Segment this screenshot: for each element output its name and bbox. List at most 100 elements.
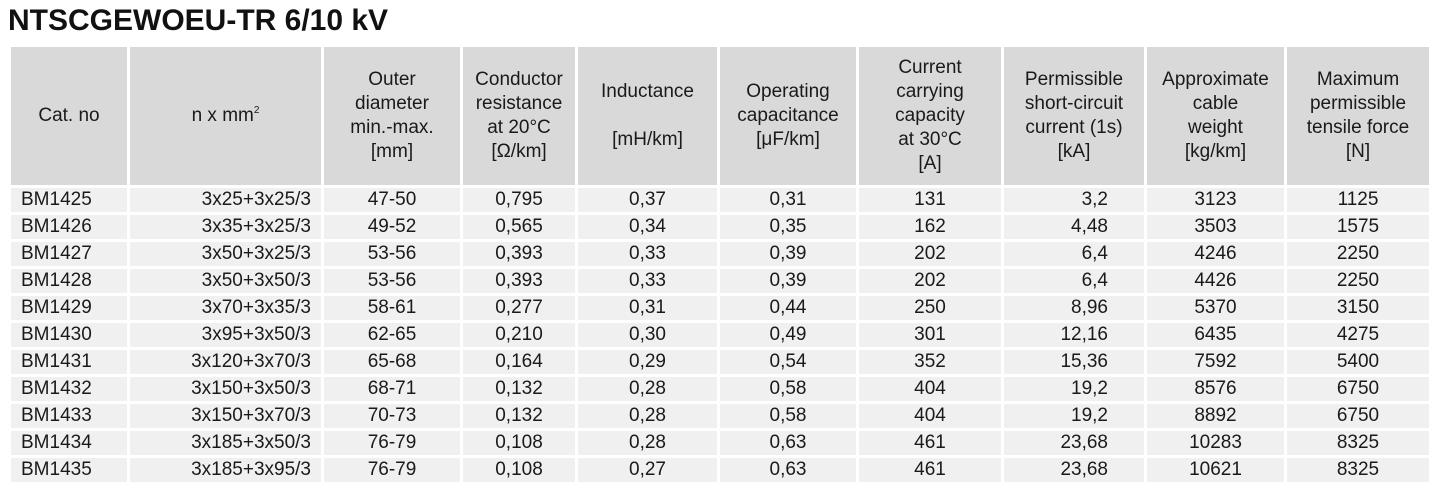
table-row: BM1432 3x150+3x50/3 68-71 0,132 0,28 0,58 404 1… — [11, 377, 1429, 401]
cell-short-circuit-current: 3,2 — [1004, 188, 1144, 212]
cable-spec-table: Cat. no n x mm2 Outer diameter min.-max. [m… — [8, 44, 1432, 485]
cell-current-capacity: 461 — [859, 431, 1001, 455]
cell-cat-no: BM1435 — [11, 458, 127, 482]
cell-conductor-resistance: 0,132 — [463, 377, 575, 401]
header-line: Outer — [368, 69, 416, 90]
table-row: BM1426 3x35+3x25/3 49-52 0,565 0,34 0,35 162 4,… — [11, 215, 1429, 239]
cell-cable-weight: 5370 — [1147, 296, 1284, 320]
header-current-capacity: Current carrying capacity at 30°C [A] — [859, 47, 1001, 185]
cell-tensile-force: 4275 — [1287, 323, 1429, 347]
cell-current-capacity: 352 — [859, 350, 1001, 374]
cell-cross-section: 3x35+3x25/3 — [130, 215, 321, 239]
cell-tensile-force: 2250 — [1287, 269, 1429, 293]
cell-outer-diameter: 70-73 — [324, 404, 460, 428]
cell-tensile-force: 2250 — [1287, 242, 1429, 266]
cell-short-circuit-current: 6,4 — [1004, 242, 1144, 266]
table-row: BM1425 3x25+3x25/3 47-50 0,795 0,37 0,31 131 3,… — [11, 188, 1429, 212]
cell-inductance: 0,28 — [578, 431, 717, 455]
cell-capacitance: 0,39 — [720, 242, 856, 266]
cell-current-capacity: 461 — [859, 458, 1001, 482]
table-row: BM1434 3x185+3x50/3 76-79 0,108 0,28 0,63 461 2… — [11, 431, 1429, 455]
header-outer-diameter: Outer diameter min.-max. [mm] — [324, 47, 460, 185]
header-line — [578, 104, 717, 128]
header-line: Approximate — [1162, 69, 1269, 90]
cell-outer-diameter: 53-56 — [324, 242, 460, 266]
header-line: n x mm2 — [191, 105, 260, 126]
cell-inductance: 0,28 — [578, 377, 717, 401]
cell-short-circuit-current: 12,16 — [1004, 323, 1144, 347]
header-line: short-circuit — [1024, 93, 1124, 114]
table-row: BM1433 3x150+3x70/3 70-73 0,132 0,28 0,58 404 1… — [11, 404, 1429, 428]
cell-tensile-force: 5400 — [1287, 350, 1429, 374]
cell-capacitance: 0,39 — [720, 269, 856, 293]
cell-inductance: 0,28 — [578, 404, 717, 428]
cell-tensile-force: 8325 — [1287, 431, 1429, 455]
header-line: permissible — [1309, 93, 1407, 114]
header-line: weight — [1188, 117, 1243, 138]
table-row: BM1431 3x120+3x70/3 65-68 0,164 0,29 0,54 352 1… — [11, 350, 1429, 374]
header-line: [Ω/km] — [491, 141, 547, 162]
cell-capacitance: 0,35 — [720, 215, 856, 239]
cell-cat-no: BM1429 — [11, 296, 127, 320]
header-line: min.-max. — [350, 117, 434, 138]
cell-cable-weight: 3123 — [1147, 188, 1284, 212]
cell-outer-diameter: 47-50 — [324, 188, 460, 212]
header-cat-no: Cat. no — [11, 47, 127, 185]
cell-current-capacity: 250 — [859, 296, 1001, 320]
cell-capacitance: 0,54 — [720, 350, 856, 374]
header-line: at 30°C — [898, 129, 962, 150]
cell-short-circuit-current: 19,2 — [1004, 377, 1144, 401]
cell-cat-no: BM1431 — [11, 350, 127, 374]
header-line: Maximum — [1316, 69, 1400, 90]
cell-cable-weight: 8892 — [1147, 404, 1284, 428]
header-line: Current — [898, 57, 962, 78]
cell-outer-diameter: 76-79 — [324, 431, 460, 455]
cell-cross-section: 3x185+3x50/3 — [130, 431, 321, 455]
cell-cat-no: BM1427 — [11, 242, 127, 266]
cell-current-capacity: 404 — [859, 377, 1001, 401]
header-operating-capacitance: Operating capacitance [μF/km] — [720, 47, 856, 185]
cell-cable-weight: 4246 — [1147, 242, 1284, 266]
cell-inductance: 0,33 — [578, 269, 717, 293]
cell-current-capacity: 301 — [859, 323, 1001, 347]
cell-conductor-resistance: 0,277 — [463, 296, 575, 320]
cell-tensile-force: 1125 — [1287, 188, 1429, 212]
cell-short-circuit-current: 23,68 — [1004, 458, 1144, 482]
table-row: BM1430 3x95+3x50/3 62-65 0,210 0,30 0,49 301 12… — [11, 323, 1429, 347]
header-line: tensile force — [1306, 117, 1410, 138]
cell-conductor-resistance: 0,393 — [463, 269, 575, 293]
header-line: Conductor — [475, 69, 563, 90]
cell-cat-no: BM1430 — [11, 323, 127, 347]
cell-outer-diameter: 49-52 — [324, 215, 460, 239]
cell-short-circuit-current: 6,4 — [1004, 269, 1144, 293]
cell-cable-weight: 10283 — [1147, 431, 1284, 455]
cell-capacitance: 0,63 — [720, 458, 856, 482]
header-line: at 20°C — [487, 117, 551, 138]
cell-outer-diameter: 68-71 — [324, 377, 460, 401]
cell-tensile-force: 6750 — [1287, 377, 1429, 401]
cell-inductance: 0,30 — [578, 323, 717, 347]
page-title: NTSCGEWOEU-TR 6/10 kV — [8, 4, 389, 37]
header-superscript: 2 — [253, 105, 260, 116]
cell-cross-section: 3x50+3x50/3 — [130, 269, 321, 293]
cell-short-circuit-current: 15,36 — [1004, 350, 1144, 374]
cell-current-capacity: 202 — [859, 242, 1001, 266]
cell-outer-diameter: 53-56 — [324, 269, 460, 293]
cell-cat-no: BM1428 — [11, 269, 127, 293]
cell-short-circuit-current: 23,68 — [1004, 431, 1144, 455]
header-line: [N] — [1345, 141, 1371, 162]
header-line: [kg/km] — [1184, 141, 1247, 162]
cell-cross-section: 3x95+3x50/3 — [130, 323, 321, 347]
cell-inductance: 0,33 — [578, 242, 717, 266]
cell-cat-no: BM1425 — [11, 188, 127, 212]
cell-inductance: 0,37 — [578, 188, 717, 212]
cell-cross-section: 3x120+3x70/3 — [130, 350, 321, 374]
table-row: BM1429 3x70+3x35/3 58-61 0,277 0,31 0,44 250 8,… — [11, 296, 1429, 320]
cell-inductance: 0,29 — [578, 350, 717, 374]
cell-capacitance: 0,58 — [720, 404, 856, 428]
cell-short-circuit-current: 8,96 — [1004, 296, 1144, 320]
header-inductance: Inductance [mH/km] — [578, 47, 717, 185]
table-row: BM1427 3x50+3x25/3 53-56 0,393 0,33 0,39 202 6,… — [11, 242, 1429, 266]
header-line: Permissible — [1024, 69, 1124, 90]
cell-cross-section: 3x50+3x25/3 — [130, 242, 321, 266]
